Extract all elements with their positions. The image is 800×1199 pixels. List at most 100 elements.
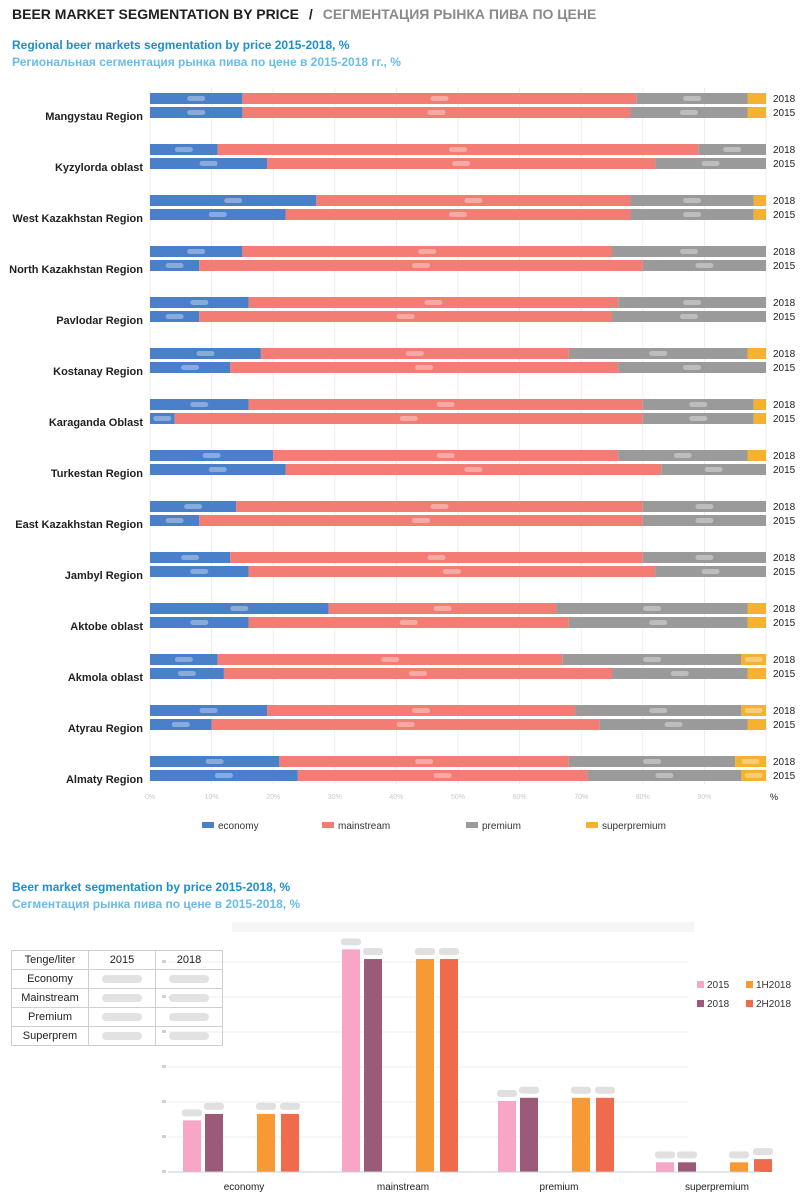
category-label: mainstream xyxy=(377,1182,429,1193)
data-label-blur xyxy=(412,518,431,523)
data-label-blur xyxy=(744,773,763,778)
data-label-blur xyxy=(427,110,446,115)
data-label-blur xyxy=(680,110,698,115)
bar-segment-economy xyxy=(150,413,175,424)
legend-label: premium xyxy=(482,821,521,832)
data-label-blur xyxy=(655,1151,675,1159)
table-row: Premium xyxy=(11,1007,223,1027)
bar-segment-premium xyxy=(618,450,748,461)
data-label-blur xyxy=(205,759,224,764)
x-tick-label: 10% xyxy=(205,794,219,801)
x-tick-label: 0% xyxy=(145,794,155,801)
data-label-blur xyxy=(497,1090,517,1098)
table-row: Economy xyxy=(11,969,223,989)
bar-segment-mainstream xyxy=(223,668,613,679)
data-label-blur xyxy=(436,453,455,458)
table-row: Superprem xyxy=(11,1026,223,1046)
bar-segment-mainstream xyxy=(273,450,619,461)
bar-segment-premium xyxy=(556,603,748,614)
blurred-value xyxy=(155,969,223,989)
legend-swatch-superpremium xyxy=(586,822,598,828)
bar-segment-economy xyxy=(150,756,280,767)
data-label-blur xyxy=(181,555,200,560)
bar-segment-premium xyxy=(642,501,766,512)
data-label-blur xyxy=(464,467,483,472)
data-label-blur xyxy=(655,773,674,778)
data-label-blur xyxy=(341,938,361,946)
category-group: economy xyxy=(182,1102,300,1193)
bar-segment-premium xyxy=(661,464,766,475)
bar-segment-premium xyxy=(698,144,766,155)
data-label-blur xyxy=(165,263,184,268)
data-label-blur xyxy=(677,1151,697,1159)
bar-year-label: 2018 xyxy=(773,706,796,717)
data-label-blur xyxy=(196,351,215,356)
data-label-blur xyxy=(695,504,714,509)
header-title-ru: СЕГМЕНТАЦИЯ РЫНКА ПИВА ПО ЦЕНЕ xyxy=(322,6,597,22)
data-label-blur xyxy=(744,657,763,662)
data-label-blur xyxy=(729,1151,749,1159)
bar-segment-economy xyxy=(150,297,249,308)
bar-segment-premium xyxy=(612,668,748,679)
bar-segment-economy xyxy=(150,719,212,730)
bar-year-label: 2015 xyxy=(773,567,796,578)
bar-2H2018 xyxy=(754,1159,772,1172)
data-label-blur xyxy=(689,402,708,407)
x-tick-label: 60% xyxy=(513,794,527,801)
bar-segment-superpremium xyxy=(747,668,766,679)
bar-segment-premium xyxy=(575,705,742,716)
data-label-blur xyxy=(723,147,742,152)
bar-segment-premium xyxy=(568,756,736,767)
bar-year-label: 2015 xyxy=(773,261,796,272)
price-table-row-label: Mainstream xyxy=(11,988,89,1008)
data-label-blur xyxy=(449,212,467,217)
region-label: Atyrau Region xyxy=(68,723,143,735)
bar-segment-mainstream xyxy=(279,756,569,767)
bar-segment-economy xyxy=(150,501,237,512)
data-label-blur xyxy=(442,569,461,574)
bar-segment-economy xyxy=(150,603,329,614)
data-label-blur xyxy=(174,657,193,662)
bar-2018 xyxy=(205,1113,223,1172)
bar-year-label: 2018 xyxy=(773,298,796,309)
bar-segment-superpremium xyxy=(747,719,766,730)
bar-segment-mainstream xyxy=(217,144,699,155)
data-label-blur xyxy=(399,620,418,625)
data-label-blur xyxy=(230,606,249,611)
bar-segment-premium xyxy=(630,209,754,220)
region-group: 2018 2015 Atyrau Region xyxy=(68,705,796,735)
bar-segment-premium xyxy=(587,770,742,781)
bar-segment-mainstream xyxy=(230,552,643,563)
bar-year-label: 2015 xyxy=(773,210,796,221)
region-label: Kyzylorda oblast xyxy=(55,162,143,174)
blurred-value xyxy=(155,1007,223,1027)
data-label-blur xyxy=(190,300,209,305)
bar-segment-superpremium xyxy=(753,399,766,410)
data-label-blur xyxy=(224,198,243,203)
category-label: economy xyxy=(224,1182,265,1193)
data-label-blur xyxy=(753,1148,773,1156)
region-label: Jambyl Region xyxy=(65,570,144,582)
bar-segment-premium xyxy=(642,399,754,410)
bar-segment-superpremium xyxy=(753,413,766,424)
bar-segment-economy xyxy=(150,566,249,577)
region-group: 2018 2015 Pavlodar Region xyxy=(56,297,796,327)
data-label-blur xyxy=(439,948,459,956)
data-label-blur xyxy=(181,365,200,370)
bar-year-label: 2015 xyxy=(773,618,796,629)
data-label-blur xyxy=(424,300,443,305)
page-header: BEER MARKET SEGMENTATION BY PRICE / СЕГМ… xyxy=(12,6,596,22)
data-label-blur xyxy=(415,365,434,370)
region-label: Almaty Region xyxy=(66,774,143,786)
bar-2015 xyxy=(498,1101,516,1172)
bar-segment-mainstream xyxy=(328,603,557,614)
plot-area-top-band xyxy=(232,922,694,932)
region-label: East Kazakhstan Region xyxy=(15,519,143,531)
data-label-blur xyxy=(177,671,196,676)
data-label-blur xyxy=(683,96,702,101)
bar-segment-mainstream xyxy=(199,311,612,322)
data-label-blur xyxy=(430,504,449,509)
region-label: Karaganda Oblast xyxy=(49,417,143,429)
legend-label: superprеmium xyxy=(602,821,666,832)
data-label-blur xyxy=(190,620,209,625)
